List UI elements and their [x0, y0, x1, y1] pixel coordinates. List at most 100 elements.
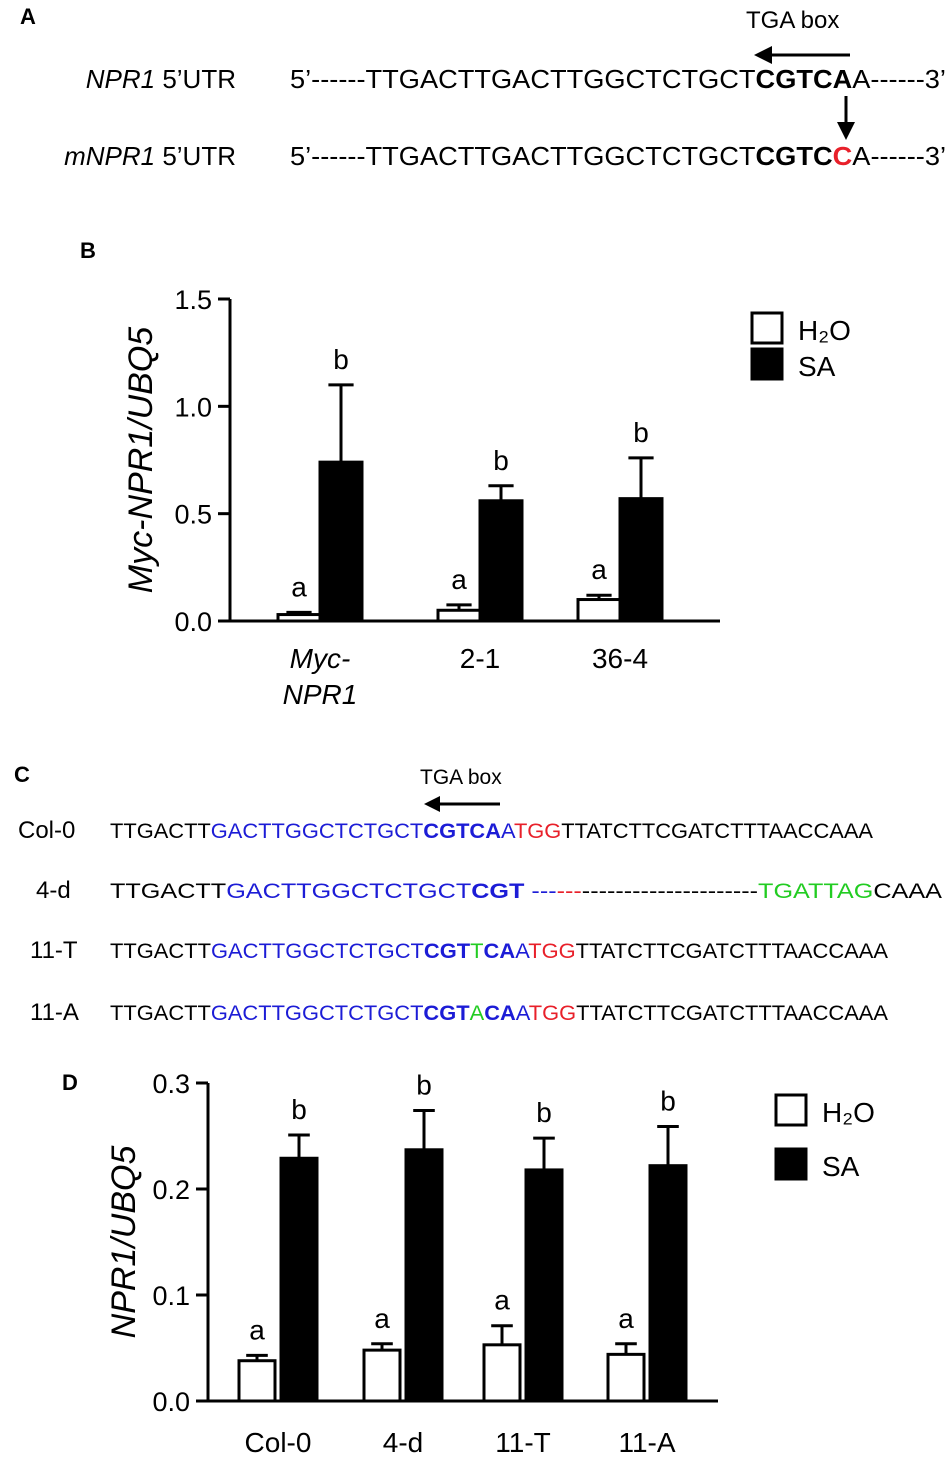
panel-d-legend-label-sa: SA [822, 1151, 860, 1182]
panel-c-seq-1-segment-4: --- [557, 880, 582, 903]
panel-c-seq-1-segment-6: TGATTAG [758, 880, 873, 903]
panel-a-sequence-0: 5’------TTGACTTGACTTGGCTCTGCT CGTCA A-----… [290, 64, 946, 94]
panel-b-bar-sa [478, 499, 524, 623]
panel-c-seq-1-segment-1: GACTTGGCTCTGCT [226, 880, 471, 903]
panel-b-legend-label-sa: SA [798, 351, 836, 382]
panel-c-row-name-1: 4-d [36, 877, 71, 904]
panel-a-sequence-1: 5’------TTGACTTGACTTGGCTCTGCT CGTC CA-----… [290, 141, 946, 171]
panel-d-x-tick-label: 11-T [495, 1427, 551, 1458]
panel-a-seq-1-segment-2: C [833, 141, 853, 171]
panel-c-seq-2-segment-1: GACTTGGCTCTGCT [211, 940, 424, 963]
panel-c-seq-0-segment-2: CGTCA [423, 820, 501, 843]
panel-d-significance-letter: b [660, 1085, 676, 1116]
panel-d-significance-letter: a [249, 1314, 265, 1345]
panel-c-seq-2-segment-4: CA [484, 940, 516, 963]
panel-a-seq-1-segment-3: A------3’ [852, 141, 946, 171]
panel-b-y-axis-label: Myc-NPR1/UBQ5 [122, 327, 160, 593]
panel-c-sequence-2: TTGACTT GACTTGGCTCTGCT CGTTCAATGGTTATCTTCG… [110, 940, 888, 963]
panel-a-seq-0-segment-0: 5’------TTGACTTGACTTGGCTCTGCT [290, 64, 756, 94]
panel-b-bar-sa [618, 497, 664, 623]
panel-b-bar-h2o [276, 613, 322, 623]
panel-b-bar-h2o [436, 608, 482, 623]
panel-c-seq-2-segment-3: T [470, 940, 484, 963]
panel-b-y-tick-label: 0.0 [174, 607, 212, 637]
panel-d-y-axis-label: NPR1/UBQ5 [105, 1146, 143, 1339]
panel-d-significance-letter: b [291, 1094, 307, 1125]
panel-c-tga-label: TGA box [420, 766, 502, 789]
panel-b-bar-sa [318, 460, 364, 623]
panel-d-legend-swatch-h2o [774, 1093, 808, 1127]
panel-a-seq-0-segment-1: CGTCA [756, 64, 853, 94]
panel-c-tga-arrow [424, 796, 500, 812]
panel-d-chart: D 0.0 0.1 0.2 0.3 NPR1/UBQ5 Col-0 4-d 11-T 11-A a… [62, 1069, 875, 1458]
panel-c-seq-1-segment-2: CGT [471, 880, 524, 903]
panel-d-bar-h2o [606, 1352, 646, 1403]
panel-c-seq-0-segment-4: TGG [514, 820, 561, 843]
panel-c-seq-3-segment-6: TGG [529, 1002, 576, 1025]
panel-b-significance-letter: a [291, 571, 307, 602]
panel-d-significance-letter: b [416, 1070, 432, 1101]
panel-d-y-tick-label: 0.3 [152, 1069, 190, 1099]
panel-c-seq-3-segment-7: TTATCTTCGATCTTTAACCAAA [576, 1002, 888, 1025]
panel-d-x-tick-label: 4-d [383, 1427, 423, 1458]
panel-a-label: A [20, 4, 36, 29]
panel-d-bar-h2o [362, 1348, 402, 1403]
panel-a-seq-0-segment-2: A------3’ [852, 64, 946, 94]
panel-c-seq-2-segment-5: A [515, 940, 530, 963]
panel-b-bar-h2o [576, 598, 622, 623]
panel-b-significance-letter: a [591, 554, 607, 585]
panel-c-seq-0-segment-1: GACTTGGCTCTGCT [211, 820, 424, 843]
panel-d-label: D [62, 1070, 78, 1095]
panel-b-legend-swatch-sa [750, 347, 784, 381]
panel-a-tga-label: TGA box [746, 7, 839, 34]
panel-c: C TGA box Col-0 4-d 11-T 11-A TTGACTT GAC… [14, 762, 942, 1026]
panel-c-seq-3-segment-4: CA [484, 1002, 516, 1025]
panel-c-sequence-3: TTGACTT GACTTGGCTCTGCT CGTACAATGGTTATCTTCG… [110, 1002, 888, 1025]
panel-c-sequence-0: TTGACTT GACTTGGCTCTGCT CGTCA ATGGTTATCTTCGA… [110, 820, 873, 843]
panel-b-x-tick-label: 36-4 [592, 643, 648, 674]
panel-b-y-tick-label: 1.0 [174, 392, 212, 422]
panel-b-legend-label-h2o: H₂O [798, 315, 851, 346]
panel-c-seq-2-segment-6: TGG [528, 940, 575, 963]
panel-a-tga-arrow [754, 46, 850, 64]
panel-c-seq-0-segment-5: TTATCTTCGATCTTTAACCAAA [561, 820, 873, 843]
panel-c-seq-1-segment-5: --------------------- [582, 880, 758, 903]
panel-c-row-name-3: 11-A [30, 999, 79, 1026]
panel-a-row-name-0: NPR1 5’UTR [86, 64, 236, 94]
panel-c-seq-0-segment-3: A [501, 820, 516, 843]
panel-d-legend-label-h2o: H₂O [822, 1097, 875, 1128]
panel-d-bar-h2o [237, 1359, 277, 1403]
panel-b-chart: B 0.0 0.5 1.0 1.5 Myc-NPR1/UBQ5 Myc-NPR1 2-1 36… [80, 238, 851, 710]
panel-c-seq-3-segment-5: A [516, 1002, 531, 1025]
panel-c-seq-2-segment-2: CGT [424, 940, 470, 963]
panel-a: A TGA box NPR1 5’UTR mNPR1 5’UTR 5’-----… [20, 4, 946, 171]
panel-b-significance-letter: b [633, 417, 649, 448]
panel-d-significance-letter: b [536, 1097, 552, 1128]
panel-b-significance-letter: b [493, 445, 509, 476]
panel-b-label: B [80, 238, 96, 263]
panel-c-seq-3-segment-2: CGT [423, 1002, 469, 1025]
panel-a-seq-1-segment-1: CGTC [756, 141, 833, 171]
panel-c-row-name-2: 11-T [30, 937, 78, 964]
panel-d-bar-sa [648, 1164, 688, 1403]
panel-d-significance-letter: a [618, 1303, 634, 1334]
panel-d-significance-letter: a [374, 1303, 390, 1334]
panel-c-seq-3-segment-0: TTGACTT [110, 1002, 211, 1025]
panel-d-bar-sa [524, 1168, 564, 1403]
panel-b-significance-letter: b [333, 344, 349, 375]
panel-c-seq-1-segment-7: CAAA [873, 880, 942, 903]
panel-c-seq-0-segment-0: TTGACTT [110, 820, 211, 843]
panel-b-y-tick-label: 0.5 [174, 500, 212, 530]
panel-a-mutation-arrow [837, 96, 855, 140]
panel-b-x-tick-label: 2-1 [460, 643, 500, 674]
panel-c-seq-1-segment-0: TTGACTT [110, 880, 226, 903]
panel-c-seq-2-segment-0: TTGACTT [110, 940, 211, 963]
panel-d-bar-sa [279, 1156, 319, 1403]
panel-d-y-tick-label: 0.0 [152, 1387, 190, 1417]
panel-c-sequence-1: TTGACTT GACTTGGCTCTGCT CGT --- --- ---------… [110, 880, 942, 903]
panel-b-legend-swatch-h2o [750, 311, 784, 345]
panel-b-x-tick-label: Myc-NPR1 [283, 643, 358, 710]
panel-b-y-tick-label: 1.5 [174, 285, 212, 315]
panel-c-seq-2-segment-7: TTATCTTCGATCTTTAACCAAA [576, 940, 888, 963]
